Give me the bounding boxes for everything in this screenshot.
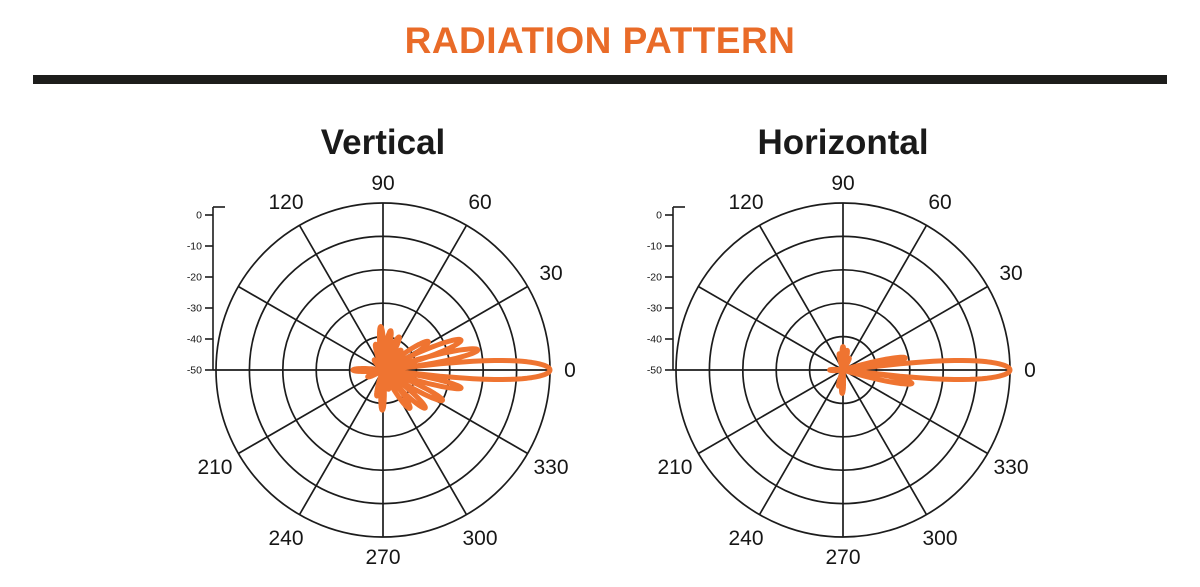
angle-tick-label: 120 [268,191,303,214]
angle-tick-label: 120 [728,191,763,214]
angle-tick-label: 270 [825,546,860,569]
angle-tick-label: 270 [365,546,400,569]
angle-tick-label: 240 [268,527,303,550]
chart-title-horizontal: Horizontal [757,123,929,162]
horizontal-polar-plot: 0 -10 -20 -30 -40 -50 0 30 60 90 120 210 240 270 300 33… [647,172,1036,569]
db-tick-label: -20 [187,272,202,284]
angle-tick-label: 30 [539,262,562,285]
db-tick-label: -40 [187,334,202,346]
angle-tick-label: 0 [564,359,576,382]
header-divider [33,75,1167,84]
chart-title-vertical: Vertical [320,123,446,162]
db-tick-label: 0 [196,210,202,222]
angle-tick-label: 0 [1024,359,1036,382]
angle-tick-label: 300 [922,527,957,550]
radiation-pattern-trace [350,324,553,413]
angle-tick-label: 300 [462,527,497,550]
angle-tick-label: 30 [999,262,1022,285]
db-tick-label: 0 [656,210,662,222]
db-tick-label: -10 [647,241,662,253]
angle-tick-label: 210 [657,456,692,479]
angle-tick-label: 330 [533,456,568,479]
horizontal-pattern-chart: Horizontal 0 -10 -20 -30 -40 -50 0 30 60 90 120 210… [638,120,1063,581]
db-tick-label: -10 [187,241,202,253]
db-tick-label: -20 [647,272,662,284]
angle-tick-label: 240 [728,527,763,550]
db-tick-label: -30 [187,303,202,315]
angle-tick-label: 210 [197,456,232,479]
db-tick-label: -40 [647,334,662,346]
angle-tick-label: 60 [468,191,491,214]
db-tick-label: -50 [187,365,202,377]
angle-tick-label: 60 [928,191,951,214]
radiation-pattern-trace [827,344,1013,396]
page-title: RADIATION PATTERN [404,20,796,61]
vertical-pattern-chart: Vertical 0 -10 -20 -30 -40 -50 0 30 60 90 120 210 24… [178,120,603,581]
db-tick-label: -50 [647,365,662,377]
angle-tick-label: 90 [371,172,394,195]
angle-tick-label: 330 [993,456,1028,479]
vertical-polar-plot: 0 -10 -20 -30 -40 -50 0 30 60 90 120 210 240 270 300 33… [187,172,576,569]
angle-tick-label: 90 [831,172,854,195]
db-tick-label: -30 [647,303,662,315]
